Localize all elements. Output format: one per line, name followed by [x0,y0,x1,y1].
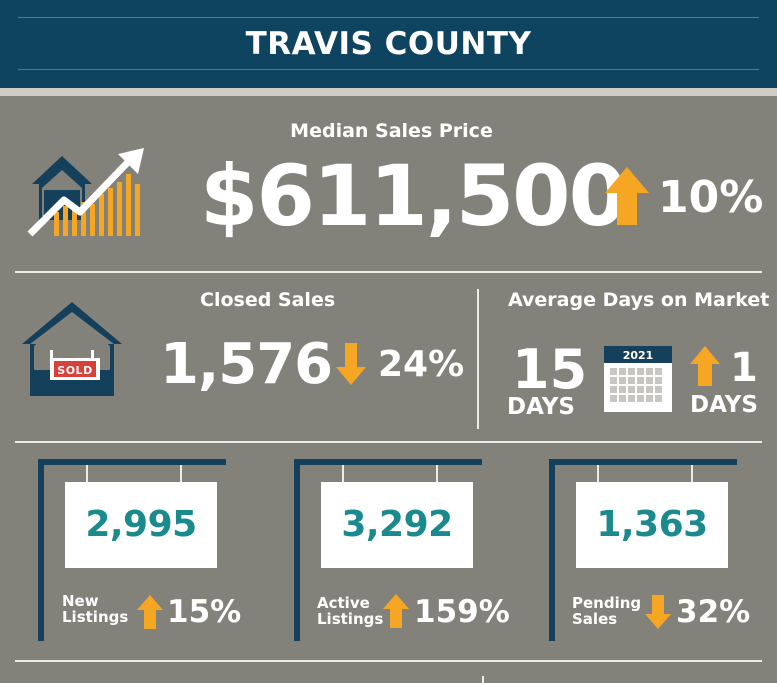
median-sales-price-change: 10% [658,172,764,223]
header-rule-bottom [18,69,759,70]
days-on-market-unit: DAYS [507,394,575,420]
header-band [0,88,777,96]
arrow-down-icon [336,343,366,385]
listing-sign-card: 2,995 [65,482,217,568]
listing-sign-card: 3,292 [321,482,473,568]
closed-sales-value: 1,576 [160,332,333,397]
section-divider-1 [15,271,762,273]
median-sales-price-value: $611,500 [200,147,627,245]
pending-sales-value: 1,363 [596,504,708,545]
listing-sign-card: 1,363 [576,482,728,568]
days-on-market-label: Average Days on Market [508,289,770,311]
header-banner: TRAVIS COUNTY [0,0,777,88]
new-listings-label-line2: Listings [62,608,129,626]
pending-sales-change: 32% [676,594,751,630]
new-listings-label-line1: New [62,592,99,610]
new-listings-value: 2,995 [85,504,197,545]
pending-sales-label-line2: Sales [572,610,618,628]
section-divider-vertical [477,289,479,429]
active-listings-label-line2: Listings [317,610,384,628]
closed-sales-label: Closed Sales [200,289,336,311]
arrow-up-icon [690,346,720,386]
sold-sign-text: SOLD [57,364,93,377]
arrow-up-icon [137,595,163,629]
active-listings-change: 159% [414,594,510,630]
sign-post-icon [294,459,482,641]
sold-house-icon [22,302,122,396]
active-listings-label-line1: Active [317,594,370,612]
days-on-market-change: 1 [730,345,758,391]
arrow-up-icon [383,594,409,628]
page-title: TRAVIS COUNTY [245,26,532,62]
section-divider-vertical-stub [482,676,484,683]
header-rule-top [18,17,759,18]
sign-post-icon [38,459,226,641]
pending-sales-label-line1: Pending [572,594,642,612]
house-growth-chart-icon [27,148,144,237]
new-listings-change: 15% [167,594,242,630]
days-on-market-change-unit: DAYS [690,392,758,418]
days-on-market-value: 15 [512,338,588,401]
arrow-down-icon [645,595,671,629]
calendar-icon [604,346,672,412]
sign-post-icon [549,459,737,641]
section-divider-3 [15,660,762,662]
active-listings-value: 3,292 [341,504,453,545]
section-divider-2 [15,441,762,443]
calendar-year: 2021 [622,349,654,362]
median-sales-price-label: Median Sales Price [290,120,493,142]
closed-sales-change: 24% [378,344,465,385]
arrow-up-icon [605,167,649,225]
